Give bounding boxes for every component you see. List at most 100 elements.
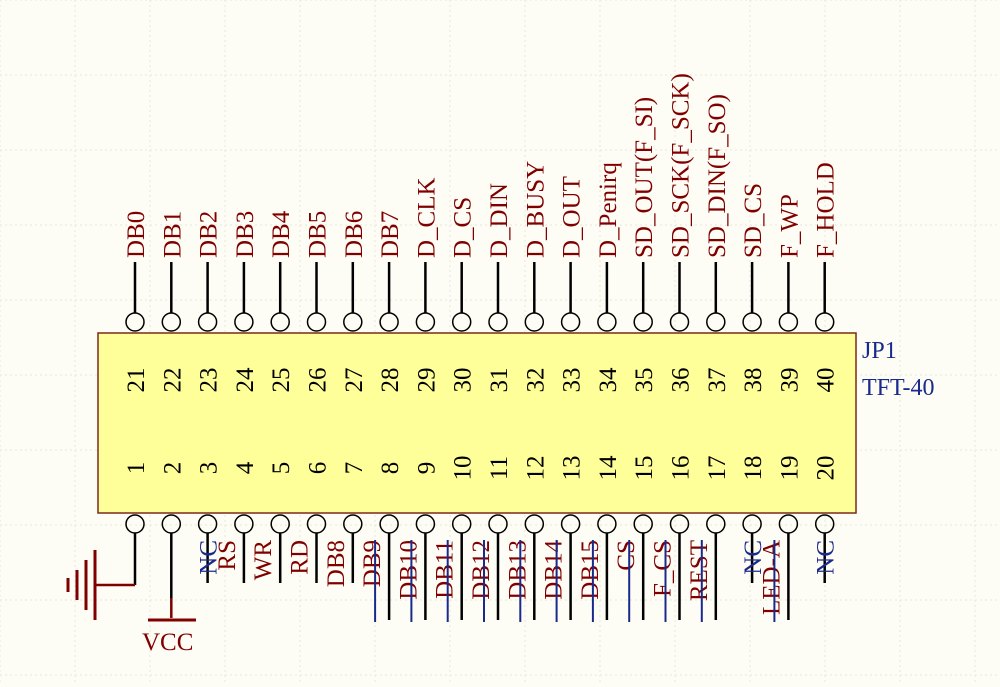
pin-number: 31	[486, 368, 513, 393]
pin-circle	[560, 514, 581, 534]
pin-circle	[415, 514, 436, 534]
pin-25[interactable]: 25 DB4	[268, 210, 295, 392]
pin-9[interactable]: 9 DB10	[395, 462, 440, 622]
pin-8[interactable]: 8 DB9	[359, 462, 404, 622]
net-label: DB9	[359, 540, 386, 587]
pin-number: 23	[196, 368, 223, 393]
pin-number: 24	[232, 367, 259, 393]
pin-4[interactable]: 4 RS	[214, 461, 259, 583]
pin-16[interactable]: 16 F_CS	[650, 456, 695, 623]
pin-circle	[669, 312, 690, 332]
pin-39[interactable]: 39 F_WP	[776, 194, 803, 392]
pin-27[interactable]: 27 DB6	[341, 211, 368, 393]
net-label: D_Penirq	[595, 162, 622, 258]
net-label: CS	[613, 540, 640, 571]
pin-15[interactable]: 15 CS	[613, 456, 658, 623]
pin-circle	[742, 514, 762, 534]
pin-19[interactable]: 19 LED-A	[758, 456, 803, 623]
pin-35[interactable]: 35 SD_OUT(F_SI)	[631, 97, 658, 393]
pin-22[interactable]: 22 DB1	[159, 211, 186, 393]
pin-circle	[524, 514, 545, 534]
pin-number: 29	[413, 368, 440, 393]
net-label: D_CS	[450, 197, 477, 258]
pin-number: 20	[813, 456, 840, 481]
pin-circle	[197, 514, 218, 534]
pin-37[interactable]: 37 SD_DIN(F_SO)	[704, 94, 731, 392]
net-label: D_CLK	[413, 177, 440, 258]
component-designator[interactable]: JP1	[862, 338, 897, 364]
pin-number: 35	[631, 368, 658, 393]
pin-3[interactable]: 3 NC	[196, 462, 223, 583]
component-value[interactable]: TFT-40	[862, 375, 934, 401]
pin-10[interactable]: 10 DB11	[432, 456, 477, 623]
pin-number: 1	[123, 462, 150, 475]
pin-number: 36	[668, 368, 695, 393]
pin-number: 28	[377, 368, 404, 393]
pin-21[interactable]: 21 DB0	[123, 211, 150, 393]
net-label: REST	[686, 540, 713, 601]
pin-circle	[560, 312, 581, 332]
net-label: DB3	[232, 211, 259, 258]
pin-7[interactable]: 7 DB8	[323, 462, 368, 587]
pin-23[interactable]: 23 DB2	[196, 211, 223, 393]
net-label: DB10	[395, 540, 422, 600]
pin-circle	[633, 312, 653, 332]
net-label: DB6	[341, 211, 368, 258]
pin-circle	[161, 312, 182, 332]
net-label: D_BUSY	[522, 161, 549, 258]
nc-label: NC	[813, 540, 840, 575]
pin-34[interactable]: 34 D_Penirq	[595, 162, 622, 393]
pin-number: 13	[559, 456, 586, 481]
pin-26[interactable]: 26 DB5	[305, 211, 332, 393]
pin-31[interactable]: 31 D_DIN	[486, 183, 513, 393]
pin-38[interactable]: 38 SD_CS	[740, 183, 767, 393]
pin-number: 38	[740, 368, 767, 393]
pin-number: 27	[341, 368, 368, 393]
net-label: DB5	[305, 211, 332, 258]
net-label: F_HOLD	[813, 162, 840, 258]
pin-12[interactable]: 12 DB13	[504, 456, 549, 623]
net-label: SD_DIN(F_SO)	[704, 94, 731, 258]
pin-circle	[451, 312, 472, 332]
net-label: F_CS	[650, 540, 677, 597]
net-label: D_OUT	[559, 176, 586, 258]
pin-circle	[343, 514, 363, 534]
pin-circle	[706, 514, 726, 534]
pin-number: 33	[559, 368, 586, 393]
component-body[interactable]	[97, 332, 857, 514]
pin-28[interactable]: 28 DB7	[377, 211, 404, 393]
pin-circle	[125, 312, 145, 332]
pin-11[interactable]: 11 DB12	[468, 456, 513, 622]
pin-circle	[633, 514, 653, 534]
pin-circle	[778, 312, 799, 332]
pin-36[interactable]: 36 SD_SCK(F_SCK)	[668, 73, 695, 392]
pin-32[interactable]: 32 D_BUSY	[522, 161, 549, 393]
pin-number: 5	[268, 462, 295, 475]
pin-number: 4	[232, 461, 259, 474]
pin-29[interactable]: 29 D_CLK	[413, 177, 440, 392]
pin-14[interactable]: 14 DB15	[577, 455, 622, 622]
pin-33[interactable]: 33 D_OUT	[559, 176, 586, 392]
net-label: DB0	[123, 211, 150, 258]
pin-circle	[778, 514, 799, 534]
pin-40[interactable]: 40 F_HOLD	[813, 162, 840, 392]
pin-13[interactable]: 13 DB14	[541, 456, 586, 623]
pin-number: 8	[377, 462, 404, 475]
pin-6[interactable]: 6 RD	[287, 462, 332, 583]
net-label: F_WP	[776, 194, 803, 258]
pin-30[interactable]: 30 D_CS	[450, 197, 477, 393]
pin-number: 25	[268, 368, 295, 393]
pin-18[interactable]: 18 NC	[740, 456, 767, 584]
net-label: DB12	[468, 540, 495, 600]
ground-symbol[interactable]	[66, 533, 137, 620]
pin-24[interactable]: 24 DB3	[232, 211, 259, 393]
pin-number: 19	[776, 456, 803, 481]
pin-20[interactable]: 20 NC	[813, 456, 840, 584]
nc-label: NC	[196, 540, 223, 575]
pin-number: 26	[305, 368, 332, 393]
net-label: DB13	[504, 540, 531, 600]
pin-5[interactable]: 5 WR	[250, 462, 295, 583]
pin-17[interactable]: 17 REST	[686, 456, 731, 623]
vcc-label: VCC	[142, 629, 193, 656]
vcc-symbol[interactable]: VCC	[142, 533, 196, 656]
